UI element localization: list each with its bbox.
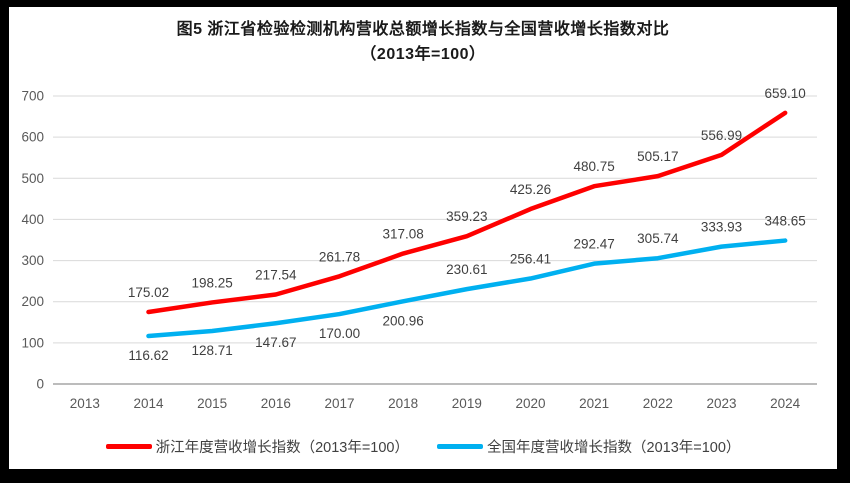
legend-item-national: 全国年度营收增长指数（2013年=100） [437,436,740,457]
zhejiang-data-label: 659.10 [765,86,806,101]
chart-area: 图5 浙江省检验检测机构营收总额增长指数与全国营收增长指数对比 （2013年=1… [9,7,837,469]
zhejiang-data-label: 261.78 [319,249,360,264]
legend: 浙江年度营收增长指数（2013年=100） 全国年度营收增长指数（2013年=1… [9,436,837,457]
y-tick-label: 500 [21,171,44,186]
zhejiang-data-label: 505.17 [637,149,678,164]
x-tick-label: 2022 [643,396,673,411]
legend-item-zhejiang: 浙江年度营收增长指数（2013年=100） [105,436,409,457]
zhejiang-data-label: 480.75 [574,159,615,174]
zhejiang-data-label: 217.54 [255,267,297,282]
chart-title-line2: （2013年=100） [360,46,486,63]
national-data-label: 333.93 [701,220,742,235]
zhejiang-data-label: 359.23 [446,209,487,224]
y-tick-label: 400 [21,212,44,227]
x-tick-label: 2024 [770,396,801,411]
national-data-label: 305.74 [637,231,679,246]
x-tick-label: 2013 [70,396,100,411]
x-tick-label: 2023 [706,396,736,411]
national-data-label: 128.71 [192,343,233,358]
chart-svg: 0 100 200 300 400 500 600 700 2013 2014 2015 2016 20… [21,86,817,411]
zhejiang-legend-label: 浙江年度营收增长指数（2013年=100） [155,440,409,456]
zhejiang-data-label: 175.02 [128,285,169,300]
y-tick-label: 700 [21,89,44,104]
x-tick-label: 2017 [324,396,354,411]
national-data-label: 256.41 [510,252,551,267]
zhejiang-series-line [146,110,788,315]
national-data-label: 348.65 [765,214,806,229]
x-tick-label: 2014 [133,396,164,411]
national-legend-label: 全国年度营收增长指数（2013年=100） [487,440,741,456]
national-data-label: 116.62 [128,348,168,363]
y-tick-label: 0 [36,377,44,392]
chart-title: 图5 浙江省检验检测机构营收总额增长指数与全国营收增长指数对比 （2013年=1… [9,17,837,67]
national-data-label: 170.00 [319,326,360,341]
x-tick-label: 2015 [197,396,227,411]
zhejiang-data-label: 556.99 [701,128,742,143]
national-legend-swatch [437,444,483,449]
national-data-label: 200.96 [383,313,424,328]
chart-title-line1: 图5 浙江省检验检测机构营收总额增长指数与全国营收增长指数对比 [176,21,670,38]
x-tick-label: 2016 [261,396,291,411]
x-tick-label: 2019 [452,396,482,411]
y-tick-label: 600 [21,130,44,145]
national-series-line [146,238,788,339]
zhejiang-data-label: 425.26 [510,182,551,197]
x-tick-label: 2021 [579,396,609,411]
zhejiang-data-label: 198.25 [192,275,233,290]
zhejiang-legend-swatch [105,444,152,449]
y-tick-label: 100 [21,335,44,350]
national-data-label: 292.47 [574,237,615,252]
national-data-label: 147.67 [255,335,296,350]
x-tick-label: 2020 [515,396,545,411]
national-data-label: 230.61 [446,262,487,277]
y-tick-label: 300 [21,253,44,268]
x-tick-label: 2018 [388,396,418,411]
y-tick-label: 200 [21,294,44,309]
zhejiang-data-label: 317.08 [383,227,424,242]
